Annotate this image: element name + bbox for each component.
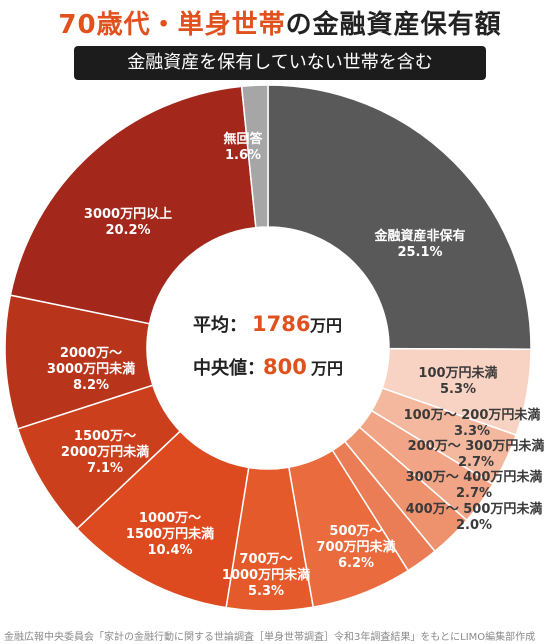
- slice-category-label: 1000万円未満: [222, 567, 310, 583]
- chart-title-plain: の金融資産保有額: [285, 10, 502, 40]
- slice-percent-label: 6.2%: [338, 556, 374, 571]
- slice-category-label: 300万～ 400万円未満: [406, 469, 543, 485]
- slice-percent-label: 2.7%: [458, 455, 494, 470]
- slice-label: 200万～ 300万円未満 2.7%: [408, 438, 545, 470]
- slice-percent-label: 2.0%: [456, 518, 492, 533]
- donut-slices: [4, 84, 532, 612]
- slice-percent-label: 7.1%: [87, 461, 123, 476]
- slice-percent-label: 10.4%: [147, 543, 192, 558]
- slice-category-label: 700万円未満: [316, 539, 395, 555]
- slice-label: 3000万円以上 20.2%: [84, 207, 172, 238]
- slice-category-label: 2000万～: [60, 346, 122, 361]
- average-value: 1786: [252, 312, 310, 336]
- slice-label: 2000万～ 3000万円未満 8.2%: [47, 346, 135, 393]
- slice-percent-label: 5.3%: [440, 382, 476, 397]
- slice-category-label: 1500万～: [74, 429, 136, 444]
- slice-category-label: 100万～ 200万円未満: [404, 407, 541, 423]
- donut-hole: [147, 227, 389, 469]
- slice-category-label: 200万～ 300万円未満: [408, 438, 545, 454]
- chart-title: 70歳代・単身世帯の金融資産保有額: [0, 4, 560, 41]
- slice-category-label: 3000万円以上: [84, 207, 172, 222]
- slice-label: 金融資産非保有 25.1%: [373, 228, 465, 260]
- slice-label: 無回答 1.6%: [223, 131, 263, 163]
- median-value: 800: [263, 355, 307, 379]
- slice-category-label: 2000万円未満: [61, 444, 149, 460]
- slice-labels: 金融資産非保有 25.1%100万円未満 5.3%100万～ 200万円未満 3.3%…: [47, 131, 545, 599]
- average-unit: 万円: [309, 316, 342, 335]
- slice-category-label: 100万円未満: [418, 365, 497, 381]
- median-label: 中央値：: [193, 357, 265, 379]
- slice-percent-label: 20.2%: [105, 223, 150, 238]
- slice-percent-label: 2.7%: [456, 486, 492, 501]
- slice-percent-label: 25.1%: [397, 245, 442, 260]
- chart-subtitle: 金融資産を保有していない世帯を含む: [74, 46, 486, 80]
- average-label-text: 平均：: [193, 314, 247, 336]
- slice-label: 1500万～ 2000万円未満 7.1%: [61, 429, 149, 476]
- slice-category-label: 3000万円未満: [47, 361, 135, 377]
- slice-percent-label: 5.3%: [248, 584, 284, 599]
- slice-label: 700万～ 1000万円未満 5.3%: [222, 552, 310, 599]
- slice-category-label: 700万～: [239, 552, 292, 567]
- slice-label: 300万～ 400万円未満 2.7%: [406, 469, 543, 501]
- slice-percent-label: 8.2%: [73, 378, 109, 393]
- slice-category-label: 無回答: [223, 131, 263, 147]
- median-unit: 万円: [310, 359, 343, 378]
- donut-center: 平均： 1786 万円 中央値： 800 万円: [193, 312, 343, 379]
- average-label: 平均：: [193, 314, 247, 336]
- slice-category-label: 1500万円未満: [126, 526, 214, 542]
- slice-label: 100万円未満 5.3%: [418, 365, 497, 397]
- slice-category-label: 400万～ 500万円未満: [406, 501, 543, 517]
- slice-label: 100万～ 200万円未満 3.3%: [404, 407, 541, 439]
- slice-label: 400万～ 500万円未満 2.0%: [406, 501, 543, 533]
- chart-title-accent: 70歳代・単身世帯: [58, 10, 286, 40]
- slice-label: 500万～ 700万円未満 6.2%: [316, 524, 395, 571]
- slice-category-label: 金融資産非保有: [373, 228, 465, 244]
- source-note: 金融広報中央委員会「家計の金融行動に関する世論調査［単身世帯調査］令和3年調査結…: [4, 632, 536, 643]
- slice-label: 1000万～ 1500万円未満 10.4%: [126, 511, 214, 558]
- slice-category-label: 500万～: [329, 524, 382, 539]
- slice-category-label: 1000万～: [139, 511, 201, 526]
- slice-percent-label: 3.3%: [454, 424, 490, 439]
- slice-percent-label: 1.6%: [225, 148, 261, 163]
